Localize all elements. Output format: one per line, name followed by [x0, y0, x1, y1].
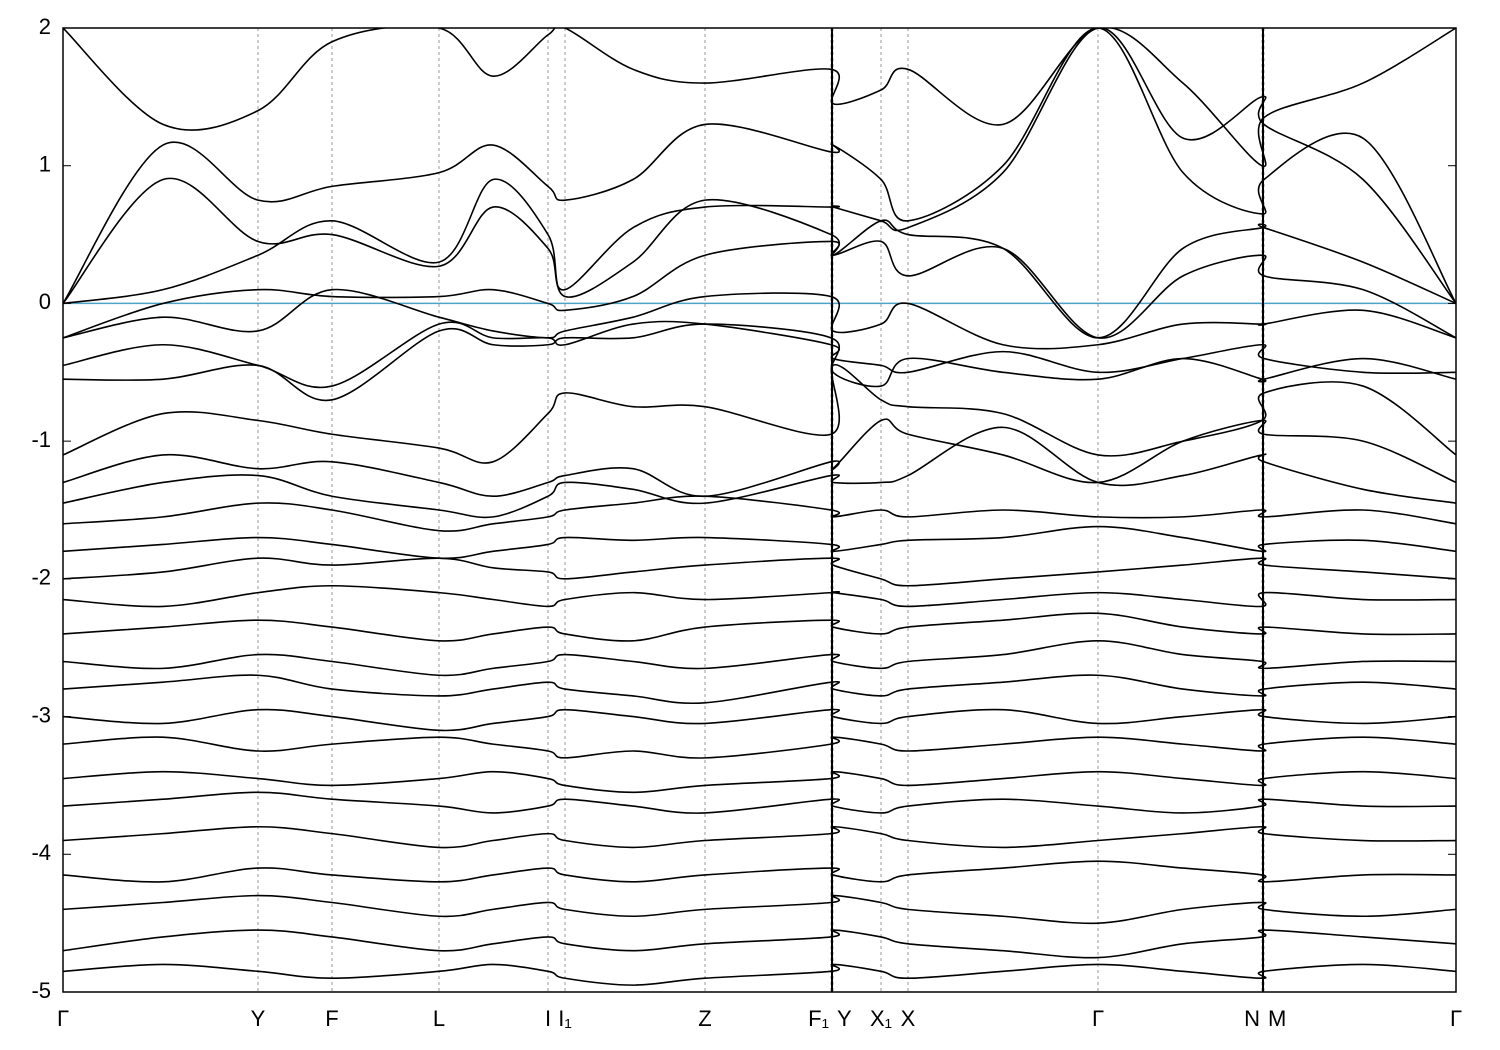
x-tick-label: X [901, 1006, 916, 1031]
band [63, 178, 1456, 339]
band [63, 894, 1456, 925]
y-tick-label: 2 [39, 14, 51, 39]
band [63, 320, 1456, 389]
band [63, 364, 1456, 464]
band [63, 612, 1456, 642]
y-tick-label: -2 [31, 565, 51, 590]
band [63, 963, 1456, 986]
band [63, 557, 1456, 587]
band [63, 28, 1456, 304]
x-tick-label: Γ [1092, 1006, 1104, 1031]
band [63, 708, 1456, 732]
band [63, 240, 1456, 339]
x-tick-label: Y [251, 1006, 266, 1031]
x-tick-label: Γ [1450, 1006, 1462, 1031]
x-tick-label: F [325, 1006, 338, 1031]
x-tick-label: I₁ [558, 1006, 572, 1031]
x-tick-label: Y [837, 1006, 852, 1031]
x-tick-label: N [1244, 1006, 1260, 1031]
x-tick-label: L [433, 1006, 445, 1031]
band [63, 825, 1456, 849]
plot-frame [62, 27, 1457, 993]
x-tick-label: M [1268, 1006, 1286, 1031]
y-tick-label: 0 [39, 289, 51, 314]
x-tick-label: F₁ [808, 1006, 829, 1031]
band [63, 525, 1456, 560]
axes: -5 -4 -3 -2 -1 0 1 2 Γ Y F L I I₁ Z F₁ Y X₁ X Γ N M Γ [31, 14, 1462, 1031]
y-tick-label: -5 [31, 978, 51, 1003]
band [63, 426, 1456, 519]
y-tick-label: 1 [39, 152, 51, 177]
band [63, 791, 1456, 814]
grid [257, 28, 1265, 992]
x-tick-label: Γ [57, 1006, 69, 1031]
x-tick-label: Z [698, 1006, 711, 1031]
band [63, 584, 1456, 608]
band [63, 418, 1456, 498]
band [63, 929, 1456, 959]
y-tick-label: -4 [31, 840, 51, 865]
band [63, 640, 1456, 677]
band [63, 674, 1456, 705]
band [63, 323, 1456, 402]
band [63, 736, 1456, 759]
bands [63, 28, 1456, 986]
band [63, 770, 1456, 794]
x-tick-label: I [545, 1006, 551, 1031]
x-tick-label: X₁ [870, 1006, 892, 1031]
band [63, 28, 1456, 304]
band [63, 288, 1456, 350]
band [63, 495, 1456, 532]
band [63, 28, 1456, 167]
y-tick-label: -1 [31, 427, 51, 452]
y-tick-label: -3 [31, 702, 51, 727]
band [63, 860, 1456, 883]
